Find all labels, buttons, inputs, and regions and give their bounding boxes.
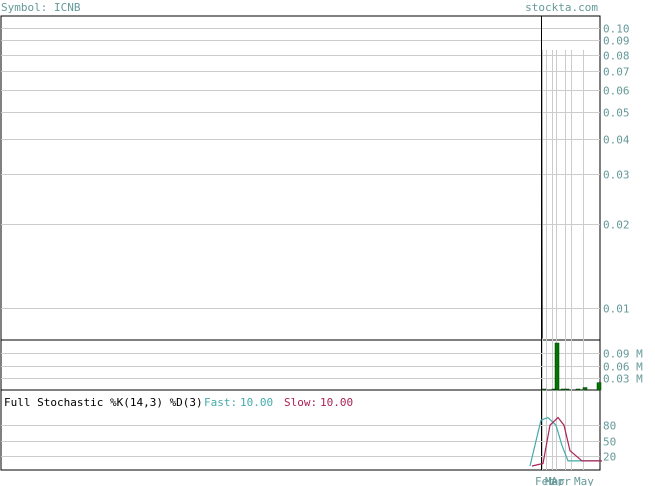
price-tick-label: 0.06 <box>603 85 630 98</box>
x-tick-label: Feb <box>535 475 555 486</box>
volume-y-axis: 0.09 M0.06 M0.03 M <box>603 348 643 386</box>
stochastic-tick-label: 80 <box>603 420 616 433</box>
x-tick-label: May <box>574 475 594 486</box>
volume-tick-label: 0.09 M <box>603 348 643 361</box>
price-tick-label: 0.04 <box>603 134 630 147</box>
price-tick-label: 0.10 <box>603 23 630 36</box>
site-label: stockta.com <box>525 1 598 14</box>
slow-value: 10.00 <box>320 396 353 409</box>
volume-tick-label: 0.03 M <box>603 373 643 386</box>
price-tick-label: 0.01 <box>603 303 630 316</box>
fast-label: Fast: <box>204 396 237 409</box>
price-tick-label: 0.02 <box>603 219 630 232</box>
volume-bars <box>541 342 602 391</box>
price-tick-label: 0.03 <box>603 169 630 182</box>
price-tick-label: 0.05 <box>603 107 630 120</box>
slow-line <box>531 416 602 467</box>
x-tick-label: Mar <box>545 475 565 486</box>
volume-tick-label: 0.06 M <box>603 361 643 374</box>
price-line <box>541 16 543 470</box>
stochastic-tick-label: 50 <box>603 436 616 449</box>
volume-bar <box>575 388 581 391</box>
x-tick-label: Apr <box>551 475 571 486</box>
stochastic-lines <box>529 416 602 467</box>
stochastic-panel <box>0 389 601 471</box>
volume-grid <box>1 353 600 379</box>
volume-bar <box>554 342 560 391</box>
volume-bar <box>582 387 588 391</box>
price-y-axis: 0.100.09 0.08 0.07 0.06 0.05 0.04 0.03 0.02 0.01 <box>603 23 630 316</box>
price-grid <box>1 28 600 309</box>
fast-line <box>529 416 600 467</box>
volume-bar <box>541 388 547 391</box>
volume-bar <box>596 382 602 391</box>
price-tick-label: 0.09 <box>603 35 630 48</box>
volume-bar <box>560 388 566 391</box>
stochastic-title: Full Stochastic %K(14,3) %D(3) <box>4 396 203 409</box>
price-tick-label: 0.07 <box>603 66 630 79</box>
volume-panel <box>0 339 601 391</box>
symbol-label: Symbol: ICNB <box>1 1 81 14</box>
slow-label: Slow: <box>284 396 317 409</box>
date-grid <box>542 50 584 470</box>
volume-bar <box>564 388 570 391</box>
price-panel <box>0 15 601 341</box>
stochastic-tick-label: 20 <box>603 451 616 464</box>
fast-value: 10.00 <box>240 396 273 409</box>
price-tick-label: 0.08 <box>603 50 630 63</box>
stochastic-y-axis: 80 50 20 <box>603 420 616 464</box>
stochastic-grid <box>1 425 600 457</box>
price-series <box>541 40 543 339</box>
volume-bar <box>551 388 557 391</box>
